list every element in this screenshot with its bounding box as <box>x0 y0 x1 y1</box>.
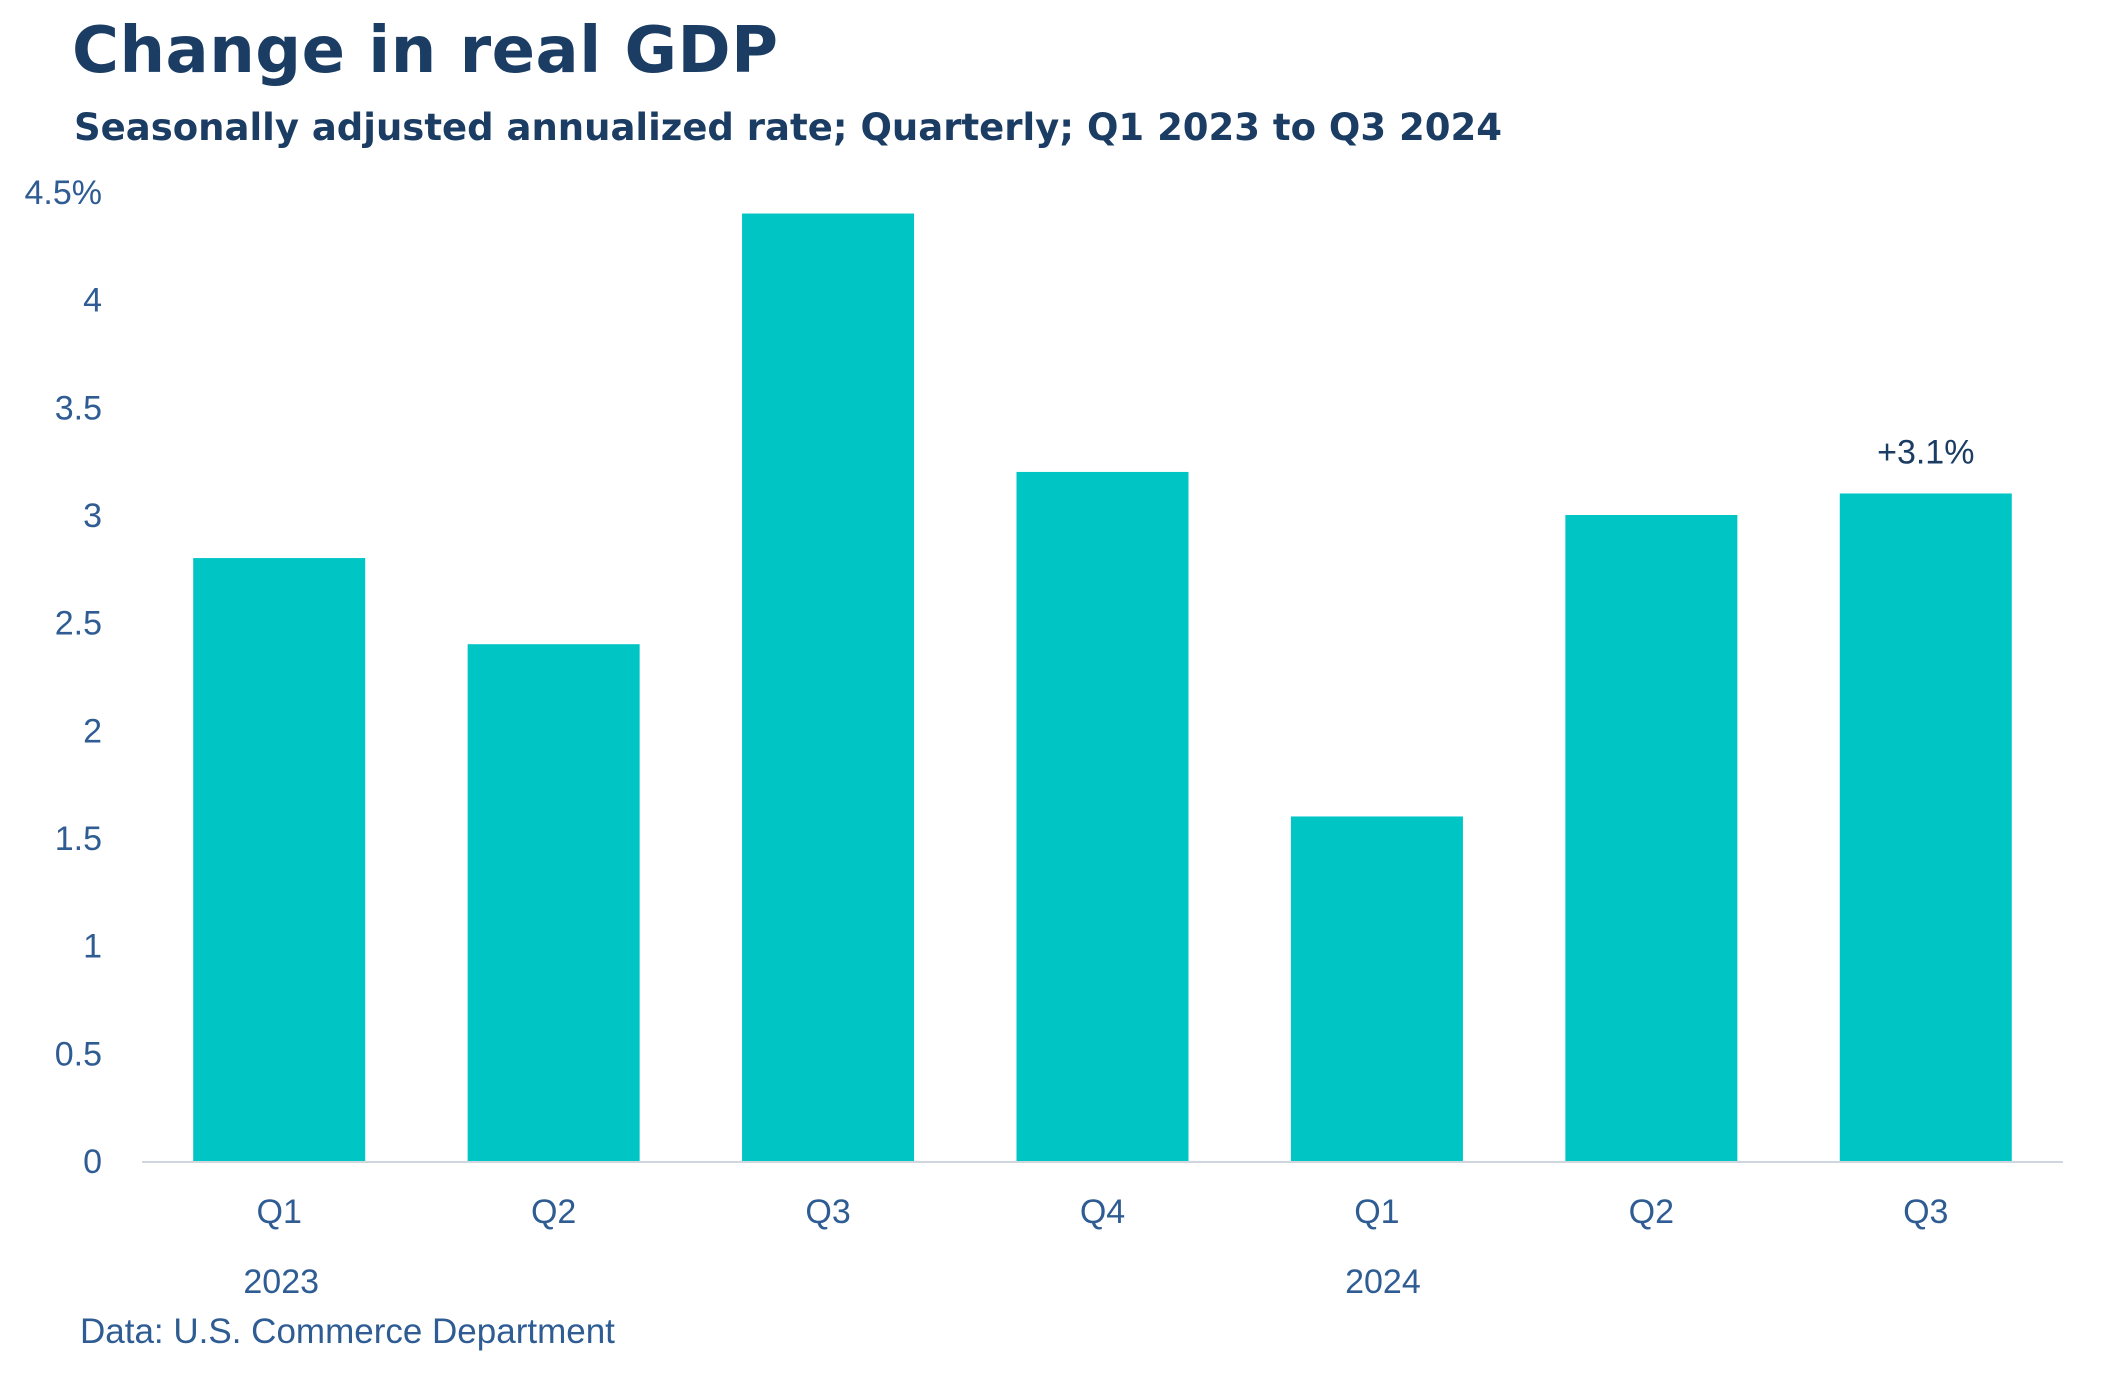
data-source-note: Data: U.S. Commerce Department <box>80 1312 615 1351</box>
y-tick-label: 2.5 <box>55 605 102 643</box>
y-tick-label: 4 <box>83 282 102 320</box>
y-axis: 0 0.5 1 1.5 2 2.5 3 3.5 4 4.5% <box>25 174 103 1181</box>
y-tick-label: 1 <box>83 928 102 966</box>
x-tick-label: Q4 <box>1080 1193 1125 1231</box>
annotations: +3.1% <box>1877 433 1974 471</box>
bar-q1-0 <box>193 558 366 1161</box>
x-axis: Q1 Q2 Q3 Q4 Q1 Q2 Q3 <box>257 1193 1949 1231</box>
data-label: +3.1% <box>1877 433 1974 471</box>
x-tick-label: Q1 <box>1354 1193 1399 1231</box>
y-tick-label: 3.5 <box>55 389 102 427</box>
year-label: 2024 <box>1345 1263 1421 1301</box>
x-tick-label: Q2 <box>531 1193 576 1231</box>
bars <box>193 213 2012 1162</box>
chart-subtitle: Seasonally adjusted annualized rate; Qua… <box>74 106 1502 149</box>
x-tick-label: Q3 <box>1903 1193 1948 1231</box>
y-tick-label: 3 <box>83 497 102 535</box>
x-tick-label: Q3 <box>805 1193 850 1231</box>
bar-q3-6 <box>1839 493 2012 1161</box>
bar-q2-1 <box>467 644 640 1161</box>
y-tick-label: 4.5% <box>25 174 103 212</box>
x-tick-label: Q1 <box>257 1193 302 1231</box>
bar-q1-4 <box>1290 816 1463 1161</box>
bar-q3-2 <box>742 213 915 1162</box>
bar-q4-3 <box>1016 471 1189 1161</box>
year-labels: 2023 2024 <box>243 1263 1420 1301</box>
chart-title: Change in real GDP <box>72 14 779 88</box>
x-tick-label: Q2 <box>1629 1193 1674 1231</box>
bar-q2-5 <box>1565 515 1738 1161</box>
y-tick-label: 0 <box>83 1143 102 1181</box>
y-tick-label: 1.5 <box>55 820 102 858</box>
y-tick-label: 2 <box>83 712 102 750</box>
y-tick-label: 0.5 <box>55 1035 102 1073</box>
year-label: 2023 <box>243 1263 319 1301</box>
